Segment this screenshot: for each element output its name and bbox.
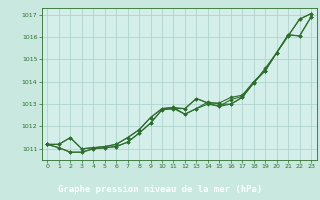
- Text: Graphe pression niveau de la mer (hPa): Graphe pression niveau de la mer (hPa): [58, 185, 262, 194]
